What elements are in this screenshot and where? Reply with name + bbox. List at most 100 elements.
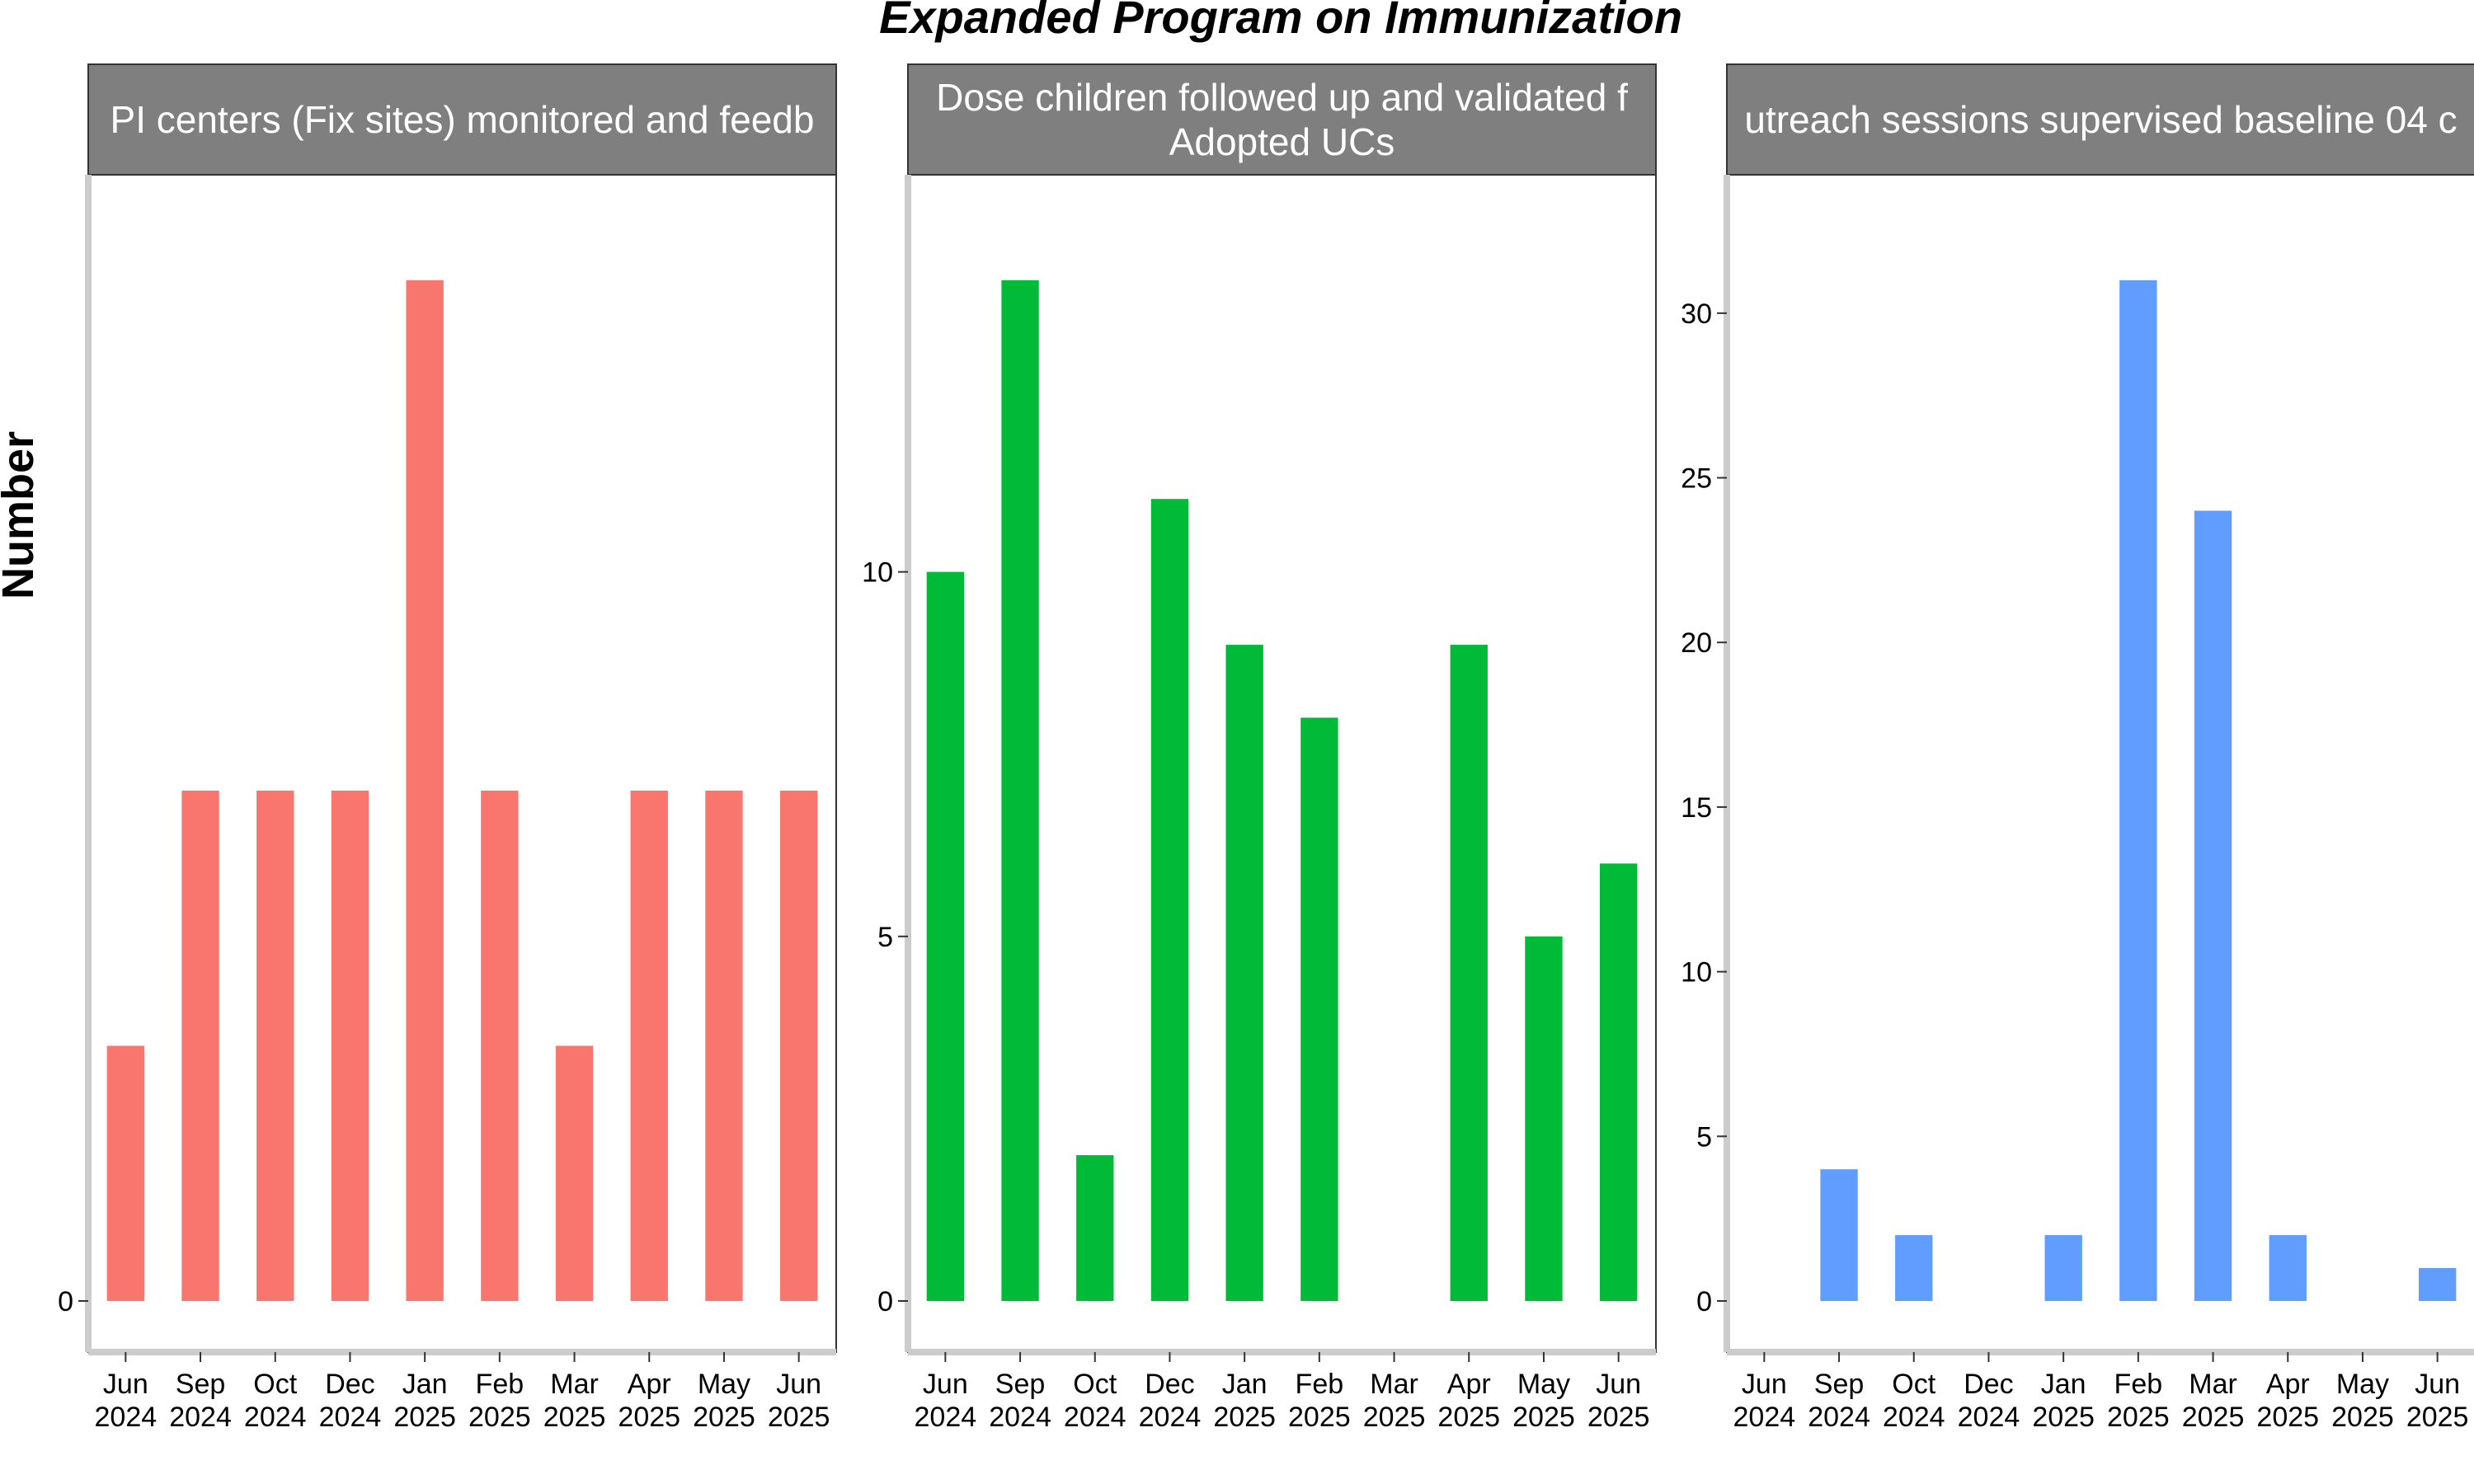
x-tick-label-month: Jun (1742, 1369, 1787, 1400)
bar (1001, 279, 1039, 1301)
bar (926, 571, 965, 1301)
x-tick-label-year: 2025 (2256, 1402, 2319, 1433)
x-tick-label-year: 2024 (1883, 1402, 1945, 1433)
bar (1895, 1235, 1933, 1301)
x-tick-label-year: 2024 (95, 1402, 158, 1433)
x-tick-label-month: Sep (1814, 1369, 1865, 1400)
x-tick-label-year: 2024 (1733, 1402, 1796, 1433)
x-tick-label-month: Oct (1892, 1369, 1935, 1400)
bar (2194, 510, 2232, 1301)
x-tick-label-year: 2025 (1587, 1402, 1650, 1433)
bar (1820, 1169, 1858, 1301)
bar (1450, 645, 1488, 1301)
x-tick-label-month: May (2336, 1369, 2389, 1400)
bar (256, 790, 294, 1301)
strip-header (1726, 63, 2474, 176)
x-tick-label-month: Feb (2114, 1369, 2163, 1400)
y-tick-label: 30 (1681, 298, 1712, 330)
x-tick-label-month: Feb (476, 1369, 524, 1400)
bar (1300, 717, 1338, 1301)
strip-title: Adopted UCs (1169, 120, 1395, 163)
x-tick-label-month: Feb (1296, 1369, 1344, 1400)
x-tick-label-month: Apr (1447, 1369, 1491, 1400)
x-tick-label-month: Mar (2189, 1369, 2237, 1400)
y-axis-label: Number (0, 431, 43, 599)
x-tick-label-year: 2024 (1808, 1402, 1870, 1433)
bar (331, 790, 369, 1301)
bar (1150, 499, 1189, 1301)
y-tick-label: 25 (1681, 463, 1712, 495)
bar (2418, 1268, 2457, 1301)
x-tick-label-month: Mar (550, 1369, 599, 1400)
chart-title: Expanded Program on Immunization (879, 0, 1682, 43)
x-tick-label-year: 2024 (319, 1402, 382, 1433)
x-tick-label-year: 2025 (768, 1402, 830, 1433)
x-tick-label-year: 2025 (468, 1402, 531, 1433)
x-tick-label-year: 2025 (393, 1402, 456, 1433)
x-tick-label-month: Jan (402, 1369, 448, 1400)
x-tick-label-month: Sep (176, 1369, 226, 1400)
y-tick-label: 5 (1696, 1121, 1712, 1153)
x-tick-label-year: 2025 (1363, 1402, 1426, 1433)
y-tick-label: 0 (877, 1286, 893, 1317)
y-tick-label: 0 (58, 1286, 73, 1317)
x-tick-label-month: Mar (1370, 1369, 1418, 1400)
x-tick-label-year: 2024 (1139, 1402, 1202, 1433)
x-tick-label-year: 2025 (543, 1402, 606, 1433)
x-tick-label-month: Sep (995, 1369, 1046, 1400)
x-tick-label-month: Jun (1596, 1369, 1641, 1400)
bar (2044, 1235, 2082, 1301)
facet-panels: PI centers (Fix sites) monitored and fee… (58, 63, 2474, 1433)
bar (106, 1045, 145, 1301)
x-tick-label-month: Jun (923, 1369, 968, 1400)
strip-title: PI centers (Fix sites) monitored and fee… (111, 98, 815, 141)
x-tick-label-month: Jan (2041, 1369, 2086, 1400)
y-tick-label: 10 (862, 557, 893, 589)
facet-panel: Dose children followed up and validated … (862, 63, 1657, 1433)
x-tick-label-year: 2025 (1288, 1402, 1351, 1433)
y-tick-label: 10 (1681, 957, 1712, 989)
bar (779, 790, 818, 1301)
x-tick-label-year: 2025 (2032, 1402, 2095, 1433)
y-tick-label: 0 (1696, 1286, 1712, 1317)
bar (2119, 279, 2157, 1301)
facet-panel: PI centers (Fix sites) monitored and fee… (58, 63, 837, 1433)
x-tick-label-year: 2025 (693, 1402, 755, 1433)
x-tick-label-month: Dec (1964, 1369, 2013, 1400)
bar (555, 1045, 594, 1301)
strip-header (87, 63, 837, 176)
x-tick-label-year: 2024 (989, 1402, 1051, 1433)
x-tick-label-month: Oct (253, 1369, 297, 1400)
x-tick-label-year: 2025 (2107, 1402, 2170, 1433)
bar (1225, 645, 1263, 1301)
y-tick-label: 15 (1681, 792, 1712, 824)
bar (181, 790, 219, 1301)
x-tick-label-year: 2025 (2331, 1402, 2394, 1433)
x-tick-label-year: 2025 (1437, 1402, 1500, 1433)
bar (2269, 1235, 2307, 1301)
x-tick-label-month: Dec (1145, 1369, 1194, 1400)
x-tick-label-month: Jun (103, 1369, 148, 1400)
x-tick-label-year: 2025 (2406, 1402, 2469, 1433)
x-tick-label-month: Dec (325, 1369, 374, 1400)
x-tick-label-month: Oct (1073, 1369, 1117, 1400)
facet-panel: utreach sessions supervised baseline 04 … (1681, 63, 2474, 1433)
bar (630, 790, 668, 1301)
x-tick-label-month: Apr (628, 1369, 671, 1400)
x-tick-label-year: 2024 (915, 1402, 977, 1433)
x-tick-label-year: 2025 (1512, 1402, 1575, 1433)
x-tick-label-year: 2025 (2182, 1402, 2245, 1433)
x-tick-label-month: May (698, 1369, 750, 1400)
strip-title: utreach sessions supervised baseline 04 … (1744, 98, 2457, 141)
x-tick-label-year: 2025 (1213, 1402, 1276, 1433)
bar (406, 279, 444, 1301)
x-tick-label-year: 2025 (618, 1402, 680, 1433)
x-tick-label-year: 2024 (169, 1402, 232, 1433)
x-tick-label-month: May (1517, 1369, 1570, 1400)
bar (705, 790, 743, 1301)
x-tick-label-year: 2024 (1064, 1402, 1126, 1433)
x-tick-label-year: 2024 (1958, 1402, 2020, 1433)
bar (1525, 936, 1563, 1301)
bar (1599, 863, 1638, 1301)
